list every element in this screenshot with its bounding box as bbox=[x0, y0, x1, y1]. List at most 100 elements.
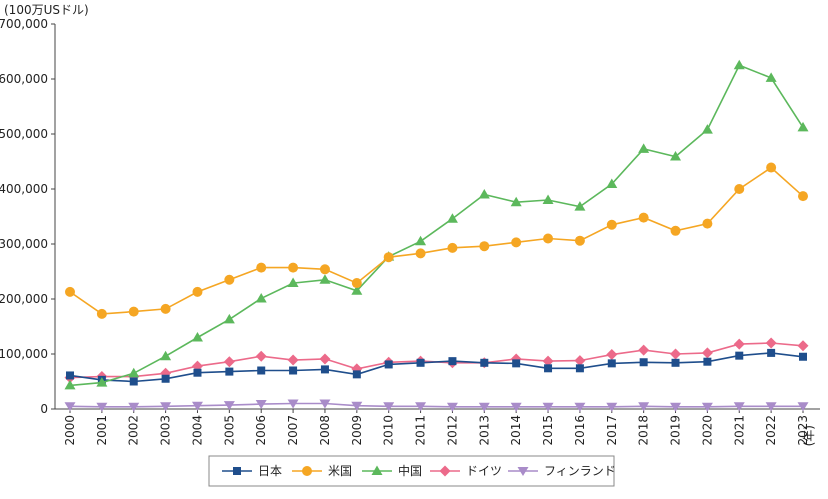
data-point bbox=[447, 242, 458, 253]
y-tick-label: 500,000 bbox=[0, 127, 48, 141]
legend-box bbox=[208, 455, 615, 487]
data-point bbox=[798, 191, 808, 202]
data-point bbox=[287, 354, 299, 366]
data-point bbox=[191, 401, 203, 411]
data-point bbox=[224, 274, 235, 285]
y-tick-label: 300,000 bbox=[0, 237, 48, 251]
legend-marker bbox=[233, 467, 241, 475]
x-tick-label: 2022 bbox=[764, 415, 778, 446]
x-tick-label: 2002 bbox=[127, 415, 141, 446]
data-point bbox=[255, 292, 267, 303]
data-point bbox=[415, 235, 427, 246]
x-tick-label: 2005 bbox=[222, 415, 236, 446]
data-point bbox=[797, 402, 809, 412]
data-point bbox=[96, 402, 108, 412]
data-point bbox=[319, 264, 330, 275]
x-tick-label: 2003 bbox=[159, 415, 173, 446]
data-point bbox=[319, 353, 331, 365]
data-point bbox=[415, 402, 427, 412]
data-point bbox=[638, 344, 650, 356]
data-point bbox=[701, 402, 713, 412]
data-point bbox=[129, 377, 138, 386]
data-point bbox=[478, 189, 490, 199]
data-point bbox=[797, 340, 809, 352]
x-tick-label: 2019 bbox=[669, 415, 683, 446]
x-tick-label: 2023 bbox=[796, 415, 810, 446]
data-point bbox=[671, 358, 680, 367]
data-point bbox=[351, 278, 362, 289]
x-tick-label: 2018 bbox=[637, 415, 651, 446]
data-point bbox=[351, 285, 363, 295]
series-3 bbox=[64, 59, 809, 390]
data-point bbox=[702, 218, 713, 229]
data-point bbox=[160, 350, 172, 361]
x-tick-label: 2012 bbox=[445, 415, 459, 446]
x-tick-label: 2013 bbox=[477, 415, 491, 446]
data-point bbox=[670, 402, 682, 412]
data-point bbox=[734, 184, 745, 194]
data-point bbox=[638, 212, 649, 223]
data-point bbox=[257, 366, 266, 375]
data-point bbox=[670, 348, 682, 360]
data-point bbox=[638, 143, 650, 153]
data-point bbox=[223, 356, 235, 368]
data-point bbox=[128, 306, 139, 317]
data-point bbox=[767, 348, 776, 357]
x-axis-unit: (年) bbox=[802, 425, 816, 446]
data-point bbox=[512, 359, 521, 368]
data-point bbox=[319, 274, 331, 284]
data-point bbox=[446, 402, 458, 412]
legend-label: 中国 bbox=[398, 463, 422, 478]
series-1 bbox=[66, 348, 807, 386]
data-point bbox=[383, 402, 395, 412]
data-point bbox=[542, 402, 554, 412]
data-point bbox=[510, 196, 522, 207]
data-point bbox=[765, 72, 777, 82]
series-line bbox=[69, 402, 803, 408]
data-point bbox=[255, 350, 267, 362]
data-point bbox=[670, 225, 681, 236]
legend-marker bbox=[439, 465, 451, 477]
data-point bbox=[797, 121, 809, 132]
data-point bbox=[574, 355, 586, 367]
x-tick-label: 2009 bbox=[350, 415, 364, 446]
data-point bbox=[733, 59, 745, 70]
x-axis-ticks: 2000 2001 2002 2003 2004 2005 2006 2007 2008 2009… bbox=[63, 409, 810, 446]
data-point bbox=[670, 151, 682, 161]
data-point bbox=[128, 367, 140, 378]
data-point bbox=[320, 365, 329, 374]
legend-marker bbox=[517, 467, 529, 476]
x-tick-label: 2001 bbox=[95, 415, 109, 446]
y-axis-ticks: 0 100,000 200,000 300,000 400,000 500,000 600,… bbox=[0, 17, 55, 416]
x-tick-label: 2007 bbox=[286, 415, 300, 446]
data-point bbox=[128, 402, 140, 412]
series-line bbox=[69, 166, 804, 315]
x-tick-label: 2016 bbox=[573, 415, 587, 446]
data-point bbox=[96, 308, 107, 319]
y-tick-label: 200,000 bbox=[0, 292, 48, 306]
data-point bbox=[415, 248, 426, 259]
data-point bbox=[288, 262, 299, 273]
data-point bbox=[543, 233, 554, 244]
data-point bbox=[446, 213, 458, 223]
data-point bbox=[606, 349, 618, 361]
legend: 日本 米国 中国 ドイツ フィンランド bbox=[208, 455, 616, 487]
data-point bbox=[542, 194, 554, 204]
y-tick-label: 700,000 bbox=[0, 17, 48, 31]
data-point bbox=[765, 402, 777, 412]
data-point bbox=[766, 162, 777, 173]
data-point bbox=[287, 399, 299, 409]
data-point bbox=[703, 357, 712, 366]
data-point bbox=[478, 402, 490, 412]
data-point bbox=[352, 370, 361, 379]
data-point bbox=[606, 219, 617, 230]
legend-label: 日本 bbox=[258, 464, 282, 478]
data-point bbox=[574, 402, 586, 412]
data-point bbox=[479, 241, 490, 252]
data-point bbox=[511, 237, 522, 248]
x-tick-label: 2020 bbox=[700, 415, 714, 446]
data-point bbox=[638, 402, 650, 412]
data-point bbox=[765, 337, 777, 349]
y-tick-label: 100,000 bbox=[0, 347, 48, 361]
